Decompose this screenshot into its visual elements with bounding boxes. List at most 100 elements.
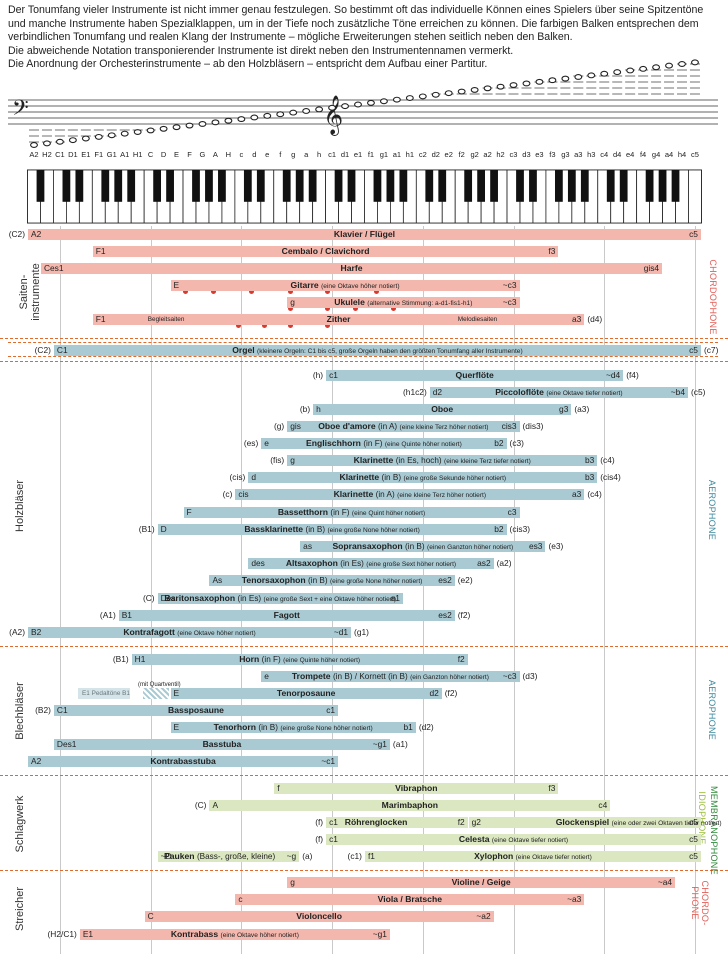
- instrument-tuning: (in B): [405, 542, 425, 551]
- note-head: [133, 129, 142, 135]
- note-head: [107, 132, 116, 139]
- note-head: [198, 120, 207, 127]
- note-label: F: [187, 150, 192, 159]
- range-bar: [170, 722, 416, 733]
- range-bar: [248, 558, 494, 569]
- note-head: [613, 69, 622, 76]
- note-head: [665, 62, 673, 69]
- note-label: G1: [106, 150, 117, 159]
- instrument-name-text: Ukulele: [334, 297, 365, 307]
- instrument-name-text: Bassposaune: [168, 705, 224, 715]
- instrument-name-text: Violine / Geige: [451, 877, 511, 887]
- range-extension-high: (a2): [496, 558, 512, 568]
- instrument-name: Orgel (kleinere Orgeln: C1 bis c5, große…: [232, 345, 522, 357]
- note-head: [561, 75, 570, 82]
- note-label: f2: [458, 150, 465, 159]
- black-key: [153, 170, 162, 202]
- orgel-frame: [8, 342, 718, 357]
- instrument-name-text: Oboe: [431, 404, 454, 414]
- instrument-tuning: (in B) / Kornett: [332, 672, 386, 681]
- range-low-note: c1: [329, 817, 338, 827]
- instrument-notation-note: (eine Oktave tiefer notiert): [546, 390, 623, 397]
- octave-gridline: [241, 226, 243, 954]
- string-marker: [183, 291, 188, 294]
- range-extension-high: (e3): [548, 541, 564, 551]
- instrument-name-text: Orgel: [232, 345, 255, 355]
- range-high-note: c4: [598, 800, 608, 810]
- black-key: [606, 170, 615, 202]
- note-label: c5: [690, 150, 699, 159]
- range-high-note: ~g1: [372, 739, 387, 749]
- instrument-notation-note: (eine große Sext + eine Oktave höher not…: [263, 596, 397, 603]
- range-low-note: h: [316, 404, 321, 414]
- range-extension-low: (b): [299, 404, 311, 414]
- string-marker: [262, 325, 267, 328]
- black-key: [295, 170, 304, 202]
- black-key: [671, 170, 680, 202]
- range-high-note: ~a3: [567, 894, 582, 904]
- string-marker: [325, 308, 330, 311]
- instrument-name-text: Klavier / Flügel: [333, 229, 396, 239]
- range-low-note: d: [251, 472, 256, 482]
- section-divider: [0, 870, 728, 871]
- range-high-note: ~c3: [502, 280, 517, 290]
- note-label: d4: [613, 150, 622, 159]
- instrument-name: Bassposaune: [168, 705, 224, 716]
- range-low-note: F1: [95, 314, 106, 324]
- range-high-note: b2: [494, 524, 504, 534]
- note-label: f: [279, 150, 282, 159]
- note-label: a2: [483, 150, 492, 159]
- instrument-notation-note: (eine große Sext höher notiert): [366, 561, 457, 568]
- range-low-note: Des1: [56, 739, 77, 749]
- range-bar: [40, 263, 663, 274]
- range-extension-high: (g1): [354, 627, 369, 637]
- range-low-note: e: [264, 438, 269, 448]
- black-key: [373, 170, 382, 202]
- range-bar: [28, 229, 701, 240]
- note-head: [146, 127, 155, 134]
- range-low-note: E: [173, 688, 180, 698]
- black-key: [658, 170, 667, 202]
- string-marker: [249, 291, 254, 294]
- note-label: h1: [405, 150, 414, 159]
- instrument-name: Viola / Bratsche: [378, 894, 442, 905]
- black-key: [101, 170, 110, 202]
- intro-text: Der Tonumfang vieler Instrumente ist nic…: [8, 4, 720, 72]
- note-label: C1: [55, 150, 65, 159]
- instrument-name: Querflöte: [456, 370, 494, 381]
- range-bar: [53, 739, 390, 750]
- range-bar: [326, 370, 624, 381]
- range-low-note: g: [290, 297, 295, 307]
- range-high-note: c3: [507, 507, 517, 517]
- instrument-name: Baritonsaxophon (in Es) (eine große Sext…: [164, 593, 396, 605]
- instrument-name: Violoncello: [296, 911, 342, 922]
- note-label: e3: [535, 150, 544, 159]
- family-label-aerophone: AEROPHONE: [707, 670, 717, 750]
- range-high-note: c5: [689, 851, 698, 861]
- note-label: g3: [561, 150, 570, 159]
- range-extension-high: (a3): [574, 404, 590, 414]
- range-bar: [261, 438, 507, 449]
- instrument-notation-note: (eine Oktave tiefer notiert): [515, 854, 592, 861]
- range-bar: [28, 627, 352, 638]
- black-key: [308, 170, 317, 202]
- range-low-note: c1: [329, 834, 338, 844]
- note-label: d1: [340, 150, 350, 159]
- instrument-name: Klarinette (in B) (eine große Sekunde hö…: [339, 472, 506, 484]
- range-high-note: a1: [390, 593, 400, 603]
- note-label: h3: [587, 150, 596, 159]
- range-low-note: d2: [432, 387, 443, 397]
- range-high-note: f2: [457, 817, 465, 827]
- intro-line: Die Anordnung der Orchesterinstrumente –…: [8, 58, 488, 71]
- black-key: [243, 170, 252, 202]
- instrument-tuning: (in F): [330, 508, 350, 517]
- instrument-name: Tenorposaune: [277, 688, 336, 699]
- instrument-name: Zither: [327, 314, 351, 325]
- range-high-note: c1: [326, 705, 336, 715]
- instrument-name: Kontrabass (eine Oktave höher notiert): [171, 929, 299, 941]
- range-high-note: b3: [584, 472, 595, 482]
- string-marker: [288, 308, 293, 311]
- range-low-note: C1: [56, 345, 68, 355]
- instrument-name: Kontrabasstuba: [150, 756, 215, 767]
- family-label-text: AEROPHONE: [707, 479, 717, 541]
